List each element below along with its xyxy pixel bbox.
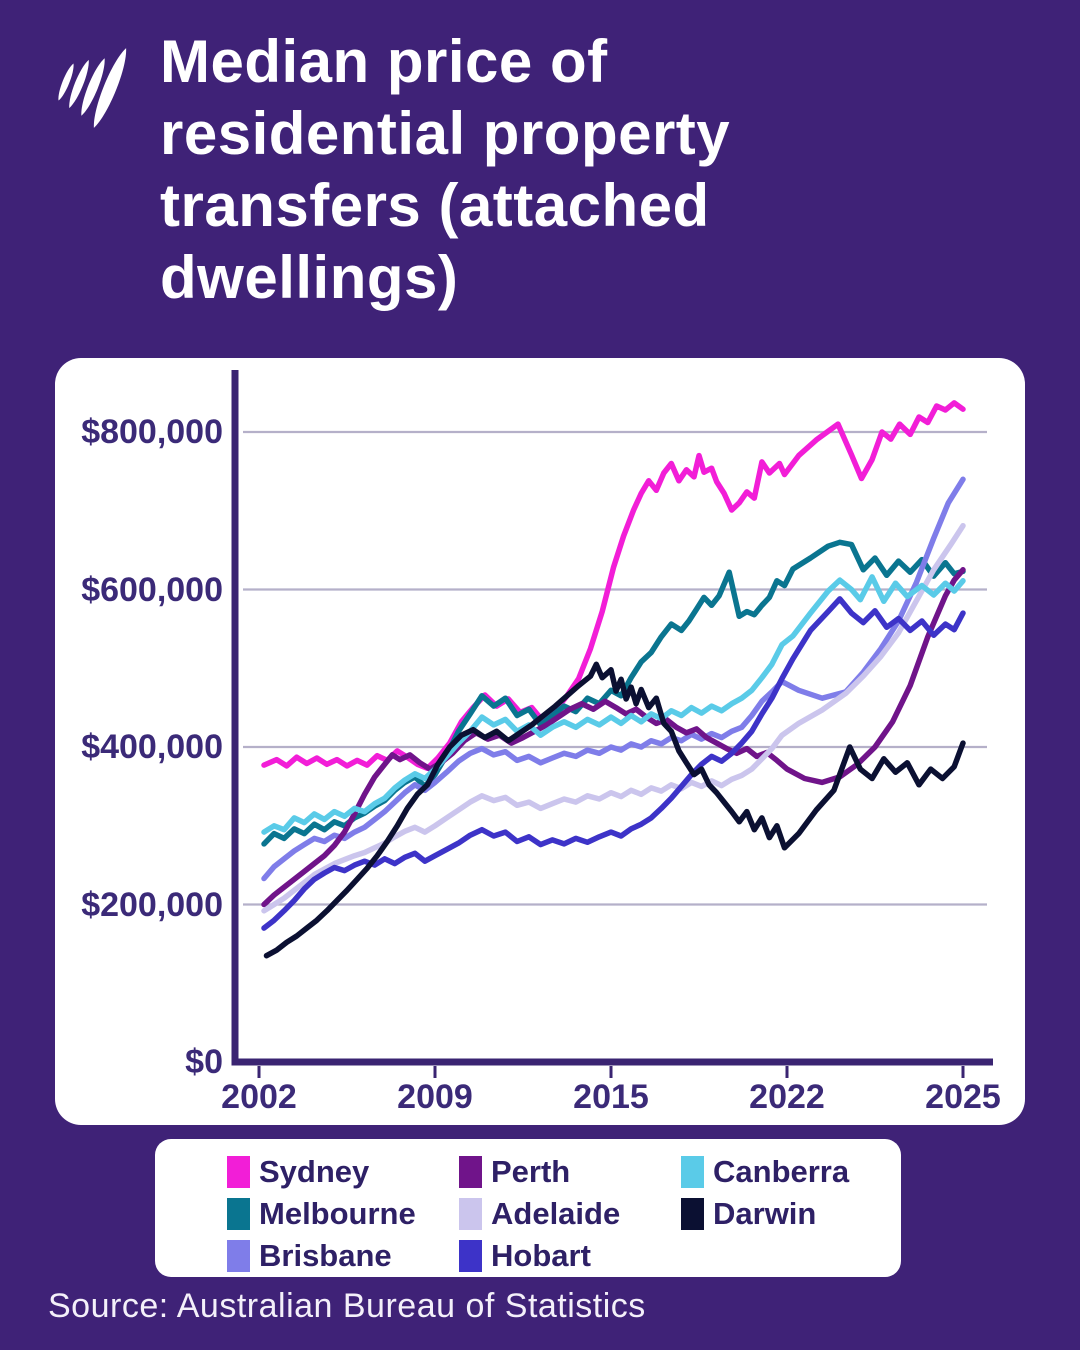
y-axis-label: $400,000 [81, 728, 223, 766]
legend-swatch-hobart [459, 1240, 482, 1272]
y-axis-label: $200,000 [81, 885, 223, 924]
series-line-adelaide [261, 522, 966, 914]
x-axis-label: 2009 [397, 1078, 473, 1116]
series-line-sydney [261, 400, 966, 772]
legend-label: Melbourne [259, 1196, 416, 1231]
legend-item-darwin: Darwin [681, 1193, 901, 1235]
legend-item-perth: Perth [459, 1151, 681, 1193]
legend-item-brisbane: Brisbane [227, 1235, 459, 1277]
chart-legend: Sydney Melbourne Brisbane Perth Adelaide Hoba… [155, 1139, 901, 1277]
x-axis-label: 2002 [221, 1078, 297, 1116]
series-line-darwin [263, 661, 966, 959]
chart-panel: $800,000 $600,000 $400,000 $200,000 $0 2002 2… [55, 358, 1025, 1125]
source-text: Source: Australian Bureau of Statistics [48, 1287, 646, 1325]
sbs-logo [58, 48, 127, 128]
legend-swatch-darwin [681, 1198, 704, 1230]
legend-label: Canberra [713, 1154, 850, 1189]
y-axis-label: $0 [185, 1043, 223, 1081]
x-axis-label: 2025 [925, 1078, 1001, 1116]
legend-swatch-brisbane [227, 1240, 250, 1272]
legend-item-melbourne: Melbourne [227, 1193, 459, 1235]
series-line-melbourne [261, 539, 966, 847]
legend-swatch-melbourne [227, 1198, 250, 1230]
legend-swatch-canberra [681, 1156, 704, 1188]
series-line-brisbane [261, 476, 966, 882]
legend-label: Darwin [713, 1196, 817, 1231]
chart-plot [231, 370, 993, 1078]
y-axis-label: $600,000 [81, 570, 223, 609]
legend-label: Brisbane [259, 1238, 392, 1273]
legend-label: Sydney [259, 1154, 370, 1189]
legend-item-canberra: Canberra [681, 1151, 901, 1193]
legend-label: Adelaide [491, 1196, 621, 1231]
legend-swatch-adelaide [459, 1198, 482, 1230]
legend-item-hobart: Hobart [459, 1235, 681, 1277]
legend-swatch-sydney [227, 1156, 250, 1188]
legend-label: Hobart [491, 1238, 591, 1273]
series-line-perth [261, 567, 966, 908]
legend-item-sydney: Sydney [227, 1151, 459, 1193]
y-axis-label: $800,000 [81, 413, 223, 451]
legend-label: Perth [491, 1154, 571, 1189]
x-axis-label: 2015 [573, 1078, 649, 1116]
series-line-canberra [261, 574, 966, 835]
page-title: Median price of residential property tra… [160, 28, 731, 311]
x-axis-label: 2022 [749, 1078, 825, 1116]
legend-swatch-perth [459, 1156, 482, 1188]
legend-item-adelaide: Adelaide [459, 1193, 681, 1235]
